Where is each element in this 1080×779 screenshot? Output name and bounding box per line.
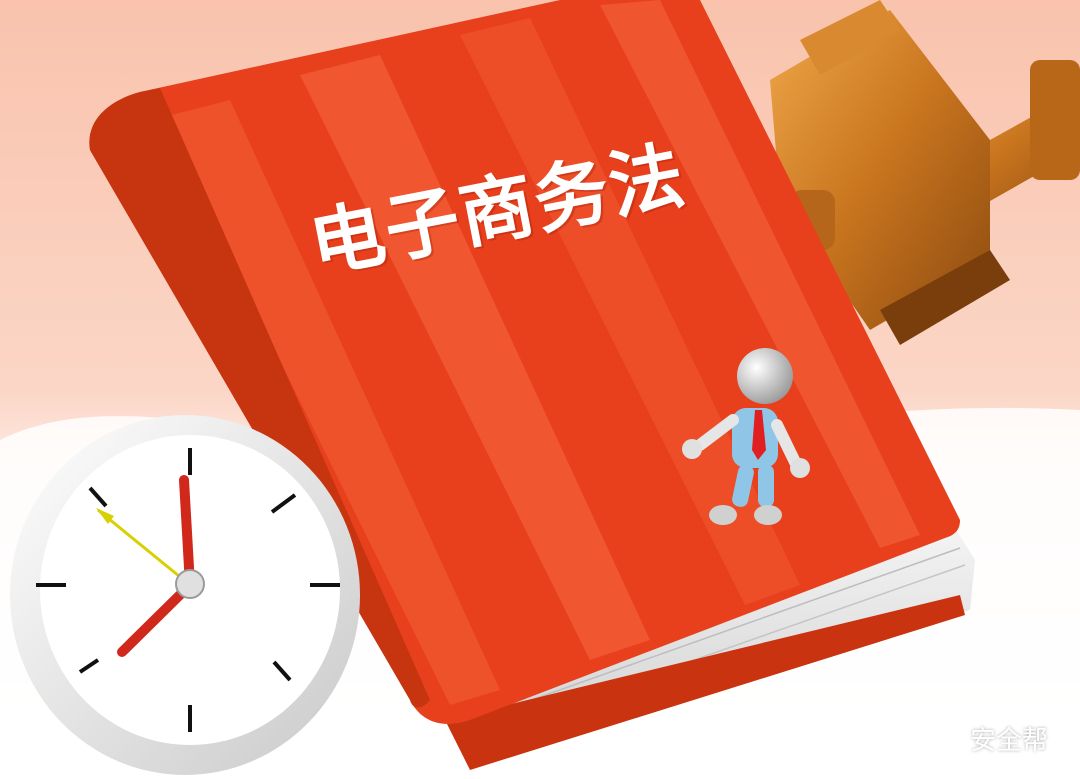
watermark-text: 安全帮: [969, 726, 1048, 756]
watermark: 安全帮: [926, 720, 1048, 757]
book: [89, 0, 975, 770]
clock: [10, 415, 360, 775]
wechat-icon: [926, 724, 962, 752]
clock-minute-hand: [179, 475, 195, 590]
clock-second-hand: [97, 508, 191, 587]
clock-hour-hand: [117, 580, 195, 657]
figure-person: [682, 348, 810, 525]
